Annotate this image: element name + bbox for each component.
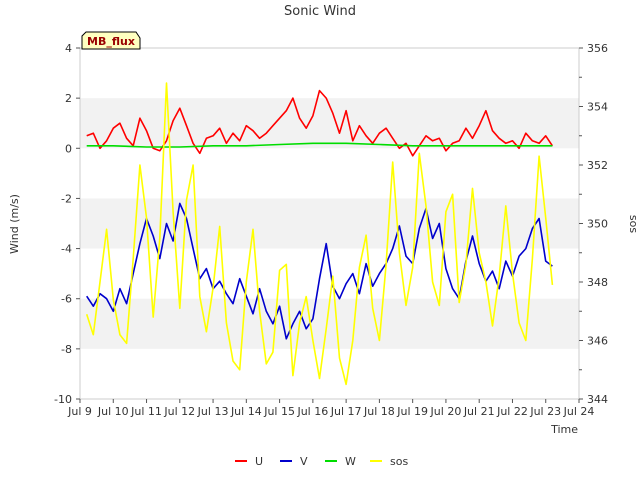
y2-tick-label: 352 [587,159,608,172]
x-tick-label: Jul 10 [97,405,129,418]
series-line-w [86,142,553,148]
legend-label-u: U [255,455,263,468]
y2-tick-label: 354 [587,101,608,114]
y2-axis-title: sos [627,215,640,233]
y-axis-title: Wind (m/s) [8,194,21,254]
series-line-v [86,202,553,340]
y2-tick-label: 356 [587,42,608,55]
x-tick-label: Jul 11 [130,405,162,418]
badge-shape [81,31,141,50]
legend-label-w: W [345,455,356,468]
x-tick-label: Jul 15 [263,405,295,418]
x-tick-label: Jul 17 [330,405,362,418]
x-tick-label: Jul 14 [230,405,262,418]
x-axis-title: Time [550,423,578,436]
legend-label-sos: sos [390,455,408,468]
x-tick-label: Jul 23 [529,405,561,418]
badge: MB_flux [81,31,141,50]
axes-layer: Jul 9 Jul 10 Jul 11 Jul 12 Jul 13 Jul 14 Jul 1… [54,42,608,418]
y2-tick-label: 344 [587,393,608,406]
legend-label-v: V [300,455,308,468]
y2-tick-label: 350 [587,218,608,231]
y-tick-label: 0 [65,142,72,155]
y-tick-label: -2 [61,192,72,205]
y-tick-label: 4 [65,42,72,55]
y-tick-label: -8 [61,343,72,356]
series-line-sos [85,82,554,386]
y2-tick-label: 346 [587,335,608,348]
y-tick-label: 2 [65,92,72,105]
x-tick-label: Jul 16 [296,405,328,418]
y-tick-label: -10 [54,393,72,406]
x-tick-label: Jul 9 [67,405,92,418]
x-tick-label: Jul 20 [430,405,462,418]
x-tick-label: Jul 12 [163,405,195,418]
badge-label: MB_flux [87,35,135,48]
x-tick-label: Jul 18 [363,405,395,418]
x-tick-label: Jul 22 [496,405,528,418]
series-layer [85,82,554,386]
y2-tick-label: 348 [587,276,608,289]
y-tick-label: -6 [61,293,72,306]
y-tick-label: -4 [61,243,72,256]
x-tick-label: Jul 19 [396,405,428,418]
x-tick-label: Jul 13 [197,405,229,418]
x-tick-label: Jul 24 [563,405,595,418]
chart-title: Sonic Wind [284,4,356,19]
x-tick-label: Jul 21 [463,405,495,418]
